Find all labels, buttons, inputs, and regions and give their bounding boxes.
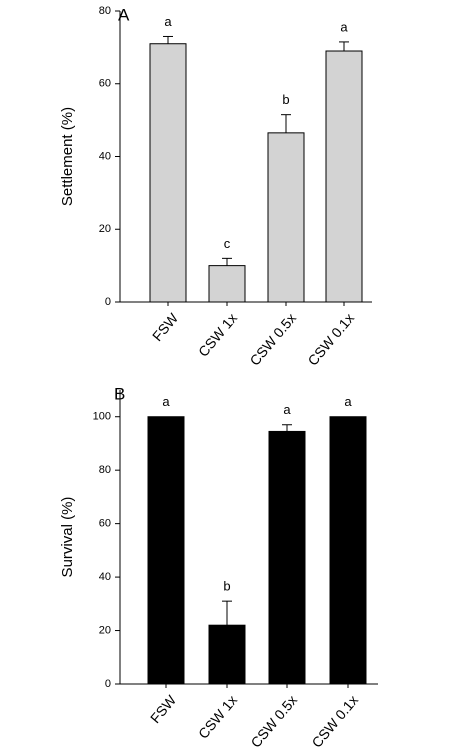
significance-letter: a <box>162 394 170 409</box>
bar <box>208 265 246 303</box>
bar <box>149 43 187 303</box>
bar <box>329 416 367 685</box>
significance-letter: b <box>282 92 289 107</box>
bar <box>325 50 363 303</box>
significance-letter: a <box>344 394 352 409</box>
y-tick-label: 20 <box>99 223 111 235</box>
significance-letter: a <box>283 402 291 417</box>
y-tick-label: 0 <box>105 678 111 690</box>
y-tick-label: 60 <box>99 78 111 90</box>
y-axis-label: Survival (%) <box>59 497 76 578</box>
x-tick-label: CSW 0.1x <box>308 692 361 751</box>
bar <box>147 416 185 685</box>
panel-label: A <box>118 5 130 24</box>
x-tick-label: FSW <box>149 309 182 344</box>
x-tick-label: CSW 0.5x <box>246 310 299 369</box>
significance-letter: a <box>164 14 172 29</box>
x-tick-label: CSW 0.5x <box>247 692 300 751</box>
x-tick-label: CSW 1x <box>195 310 240 360</box>
bar <box>208 624 246 685</box>
y-tick-label: 60 <box>99 518 111 530</box>
y-tick-label: 40 <box>99 150 111 162</box>
y-tick-label: 80 <box>99 464 111 476</box>
x-tick-label: FSW <box>147 691 180 726</box>
significance-letter: a <box>340 19 348 34</box>
x-tick-label: CSW 0.1x <box>304 310 357 369</box>
significance-letter: c <box>224 236 231 251</box>
bar <box>267 132 305 303</box>
bar <box>268 430 306 685</box>
y-tick-label: 20 <box>99 624 111 636</box>
y-tick-label: 0 <box>105 296 111 308</box>
y-tick-label: 40 <box>99 571 111 583</box>
y-axis-label: Settlement (%) <box>59 107 76 206</box>
y-tick-label: 80 <box>99 5 111 17</box>
significance-letter: b <box>223 579 230 594</box>
y-tick-label: 100 <box>93 411 111 423</box>
x-tick-label: CSW 1x <box>195 692 240 742</box>
panel-label: B <box>114 384 125 403</box>
